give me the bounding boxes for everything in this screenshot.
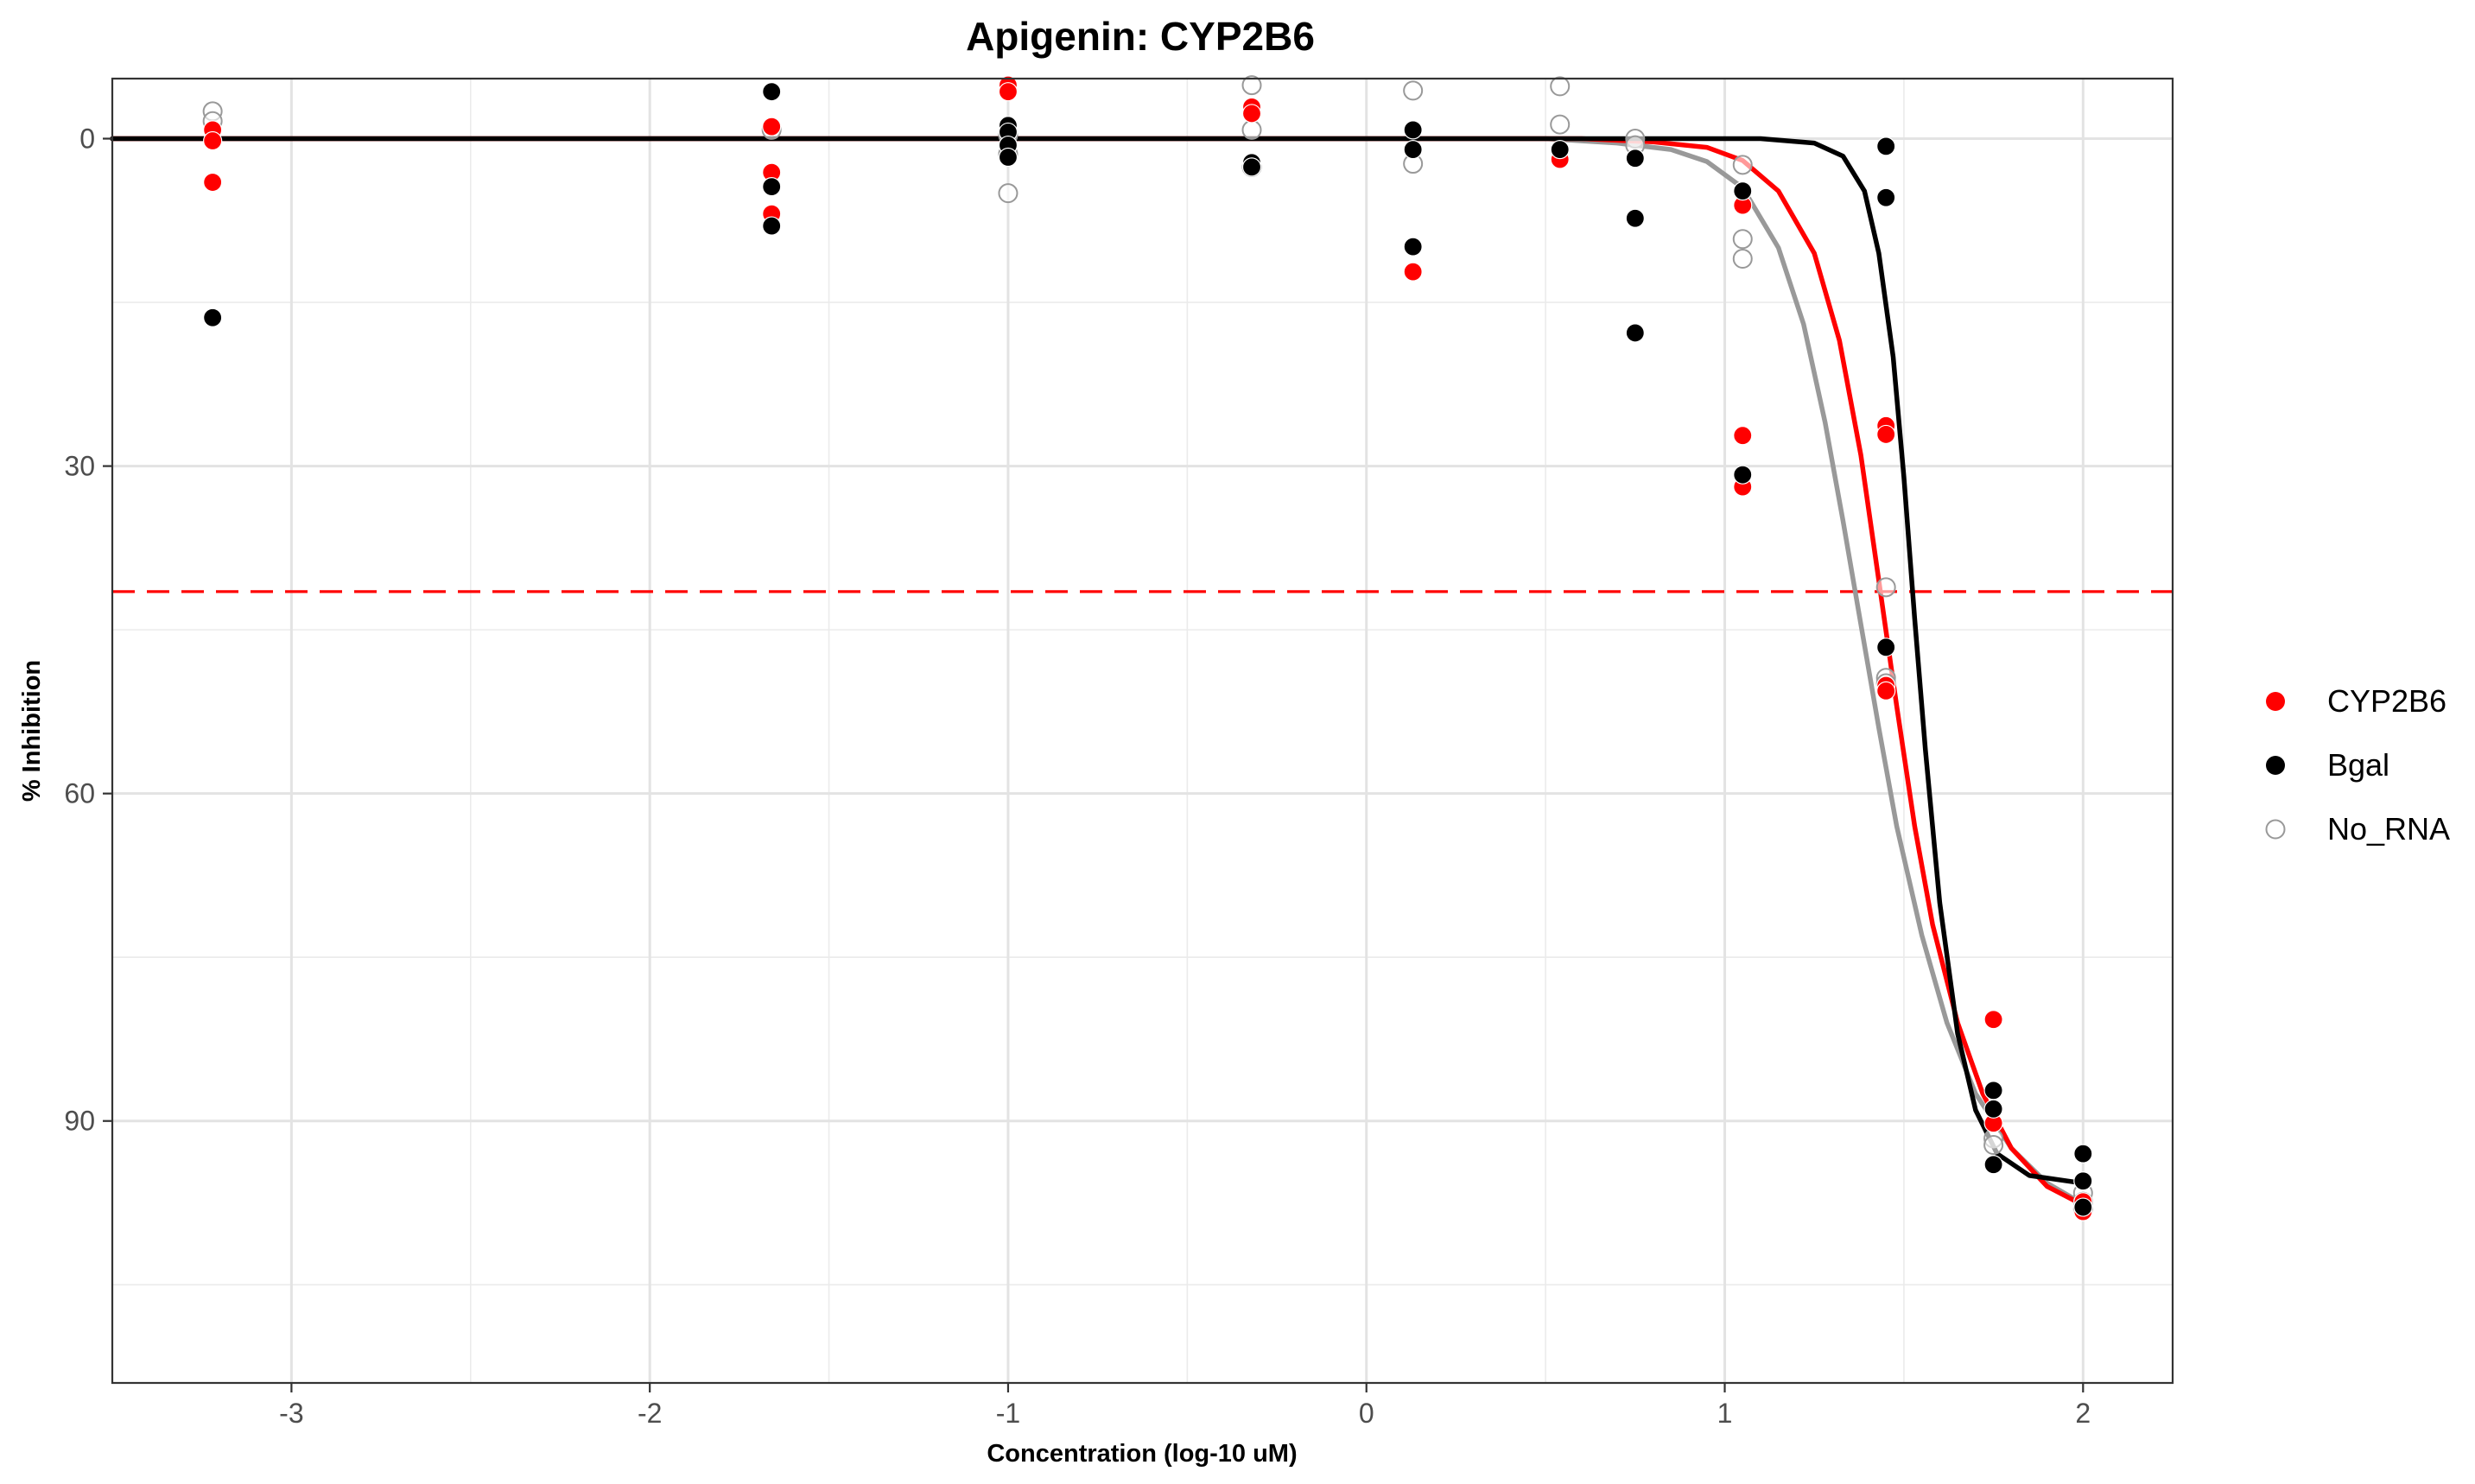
legend-label-no_rna: No_RNA bbox=[2327, 811, 2450, 847]
point-bgal bbox=[203, 308, 223, 327]
point-bgal bbox=[2073, 1171, 2093, 1191]
point-bgal bbox=[762, 82, 782, 102]
fit-curve-no_rna bbox=[110, 136, 2086, 1207]
point-bgal bbox=[762, 176, 782, 197]
y-axis: 0 30 60 90 bbox=[64, 123, 112, 1137]
point-cyp2b6 bbox=[1733, 426, 1753, 446]
y-axis-label: % Inhibition bbox=[18, 660, 46, 802]
point-bgal bbox=[1983, 1099, 2003, 1119]
point-no_rna bbox=[998, 183, 1019, 204]
legend-key-bgal bbox=[2266, 756, 2285, 775]
legend: CYP2B6 Bgal No_RNA bbox=[2265, 683, 2450, 847]
point-no_rna bbox=[1732, 229, 1753, 250]
legend-item-bgal: Bgal bbox=[2266, 747, 2389, 783]
x-axis: -3 -2 -1 0 1 2 bbox=[279, 1383, 2091, 1429]
legend-key-cyp2b6 bbox=[2266, 692, 2285, 711]
point-bgal bbox=[1625, 208, 1645, 228]
grid-lines bbox=[112, 79, 2173, 1383]
point-no_rna bbox=[1732, 155, 1753, 175]
y-tick-label: 60 bbox=[64, 778, 95, 809]
point-bgal bbox=[998, 147, 1019, 168]
y-tick-label: 30 bbox=[64, 451, 95, 482]
point-no_rna bbox=[1550, 114, 1571, 135]
point-bgal bbox=[1876, 637, 1896, 657]
point-bgal bbox=[2073, 1197, 2093, 1217]
point-cyp2b6 bbox=[1876, 681, 1896, 701]
x-tick-label: -2 bbox=[638, 1398, 662, 1429]
plot-panel bbox=[110, 75, 2174, 1385]
point-bgal bbox=[1403, 140, 1423, 160]
point-bgal bbox=[1983, 1155, 2003, 1175]
chart-title: Apigenin: CYP2B6 bbox=[966, 14, 1315, 59]
point-bgal bbox=[1241, 157, 1262, 177]
data-points bbox=[202, 75, 2093, 1221]
point-bgal bbox=[1876, 187, 1896, 207]
point-no_rna bbox=[1550, 76, 1571, 97]
legend-item-no_rna: No_RNA bbox=[2265, 811, 2450, 847]
point-cyp2b6 bbox=[203, 130, 223, 151]
point-cyp2b6 bbox=[762, 117, 782, 136]
legend-item-cyp2b6: CYP2B6 bbox=[2266, 683, 2446, 719]
plot-background bbox=[112, 79, 2173, 1383]
point-cyp2b6 bbox=[1876, 424, 1896, 445]
x-tick-label: -3 bbox=[279, 1398, 303, 1429]
x-tick-label: -1 bbox=[996, 1398, 1020, 1429]
point-no_rna bbox=[1983, 1135, 2004, 1156]
point-cyp2b6 bbox=[1403, 262, 1423, 282]
point-no_rna bbox=[1241, 119, 1262, 140]
x-tick-label: 0 bbox=[1359, 1398, 1374, 1429]
point-no_rna bbox=[1241, 75, 1262, 96]
point-no_rna bbox=[1403, 80, 1424, 101]
point-cyp2b6 bbox=[1241, 104, 1262, 124]
legend-key-no_rna bbox=[2265, 819, 2286, 840]
x-axis-label: Concentration (log-10 uM) bbox=[987, 1440, 1297, 1468]
legend-label-cyp2b6: CYP2B6 bbox=[2327, 683, 2446, 719]
point-bgal bbox=[1876, 136, 1896, 156]
y-tick-label: 90 bbox=[64, 1106, 95, 1137]
point-bgal bbox=[1403, 237, 1423, 257]
point-bgal bbox=[1733, 465, 1753, 485]
point-bgal bbox=[1625, 323, 1645, 343]
point-cyp2b6 bbox=[998, 82, 1019, 102]
x-tick-label: 2 bbox=[2075, 1398, 2091, 1429]
point-bgal bbox=[762, 216, 782, 236]
point-bgal bbox=[1403, 120, 1423, 140]
point-bgal bbox=[2073, 1144, 2093, 1164]
y-tick-label: 0 bbox=[79, 123, 95, 154]
plot-border bbox=[111, 77, 2174, 1385]
point-bgal bbox=[1550, 140, 1570, 160]
point-cyp2b6 bbox=[203, 172, 223, 193]
point-no_rna bbox=[1732, 248, 1753, 269]
point-cyp2b6 bbox=[1983, 1010, 2003, 1030]
point-bgal bbox=[1733, 181, 1753, 201]
legend-label-bgal: Bgal bbox=[2327, 747, 2389, 783]
point-bgal bbox=[1625, 149, 1645, 168]
point-no_rna bbox=[1875, 577, 1896, 598]
x-tick-label: 1 bbox=[1717, 1398, 1733, 1429]
point-bgal bbox=[1983, 1081, 2003, 1100]
